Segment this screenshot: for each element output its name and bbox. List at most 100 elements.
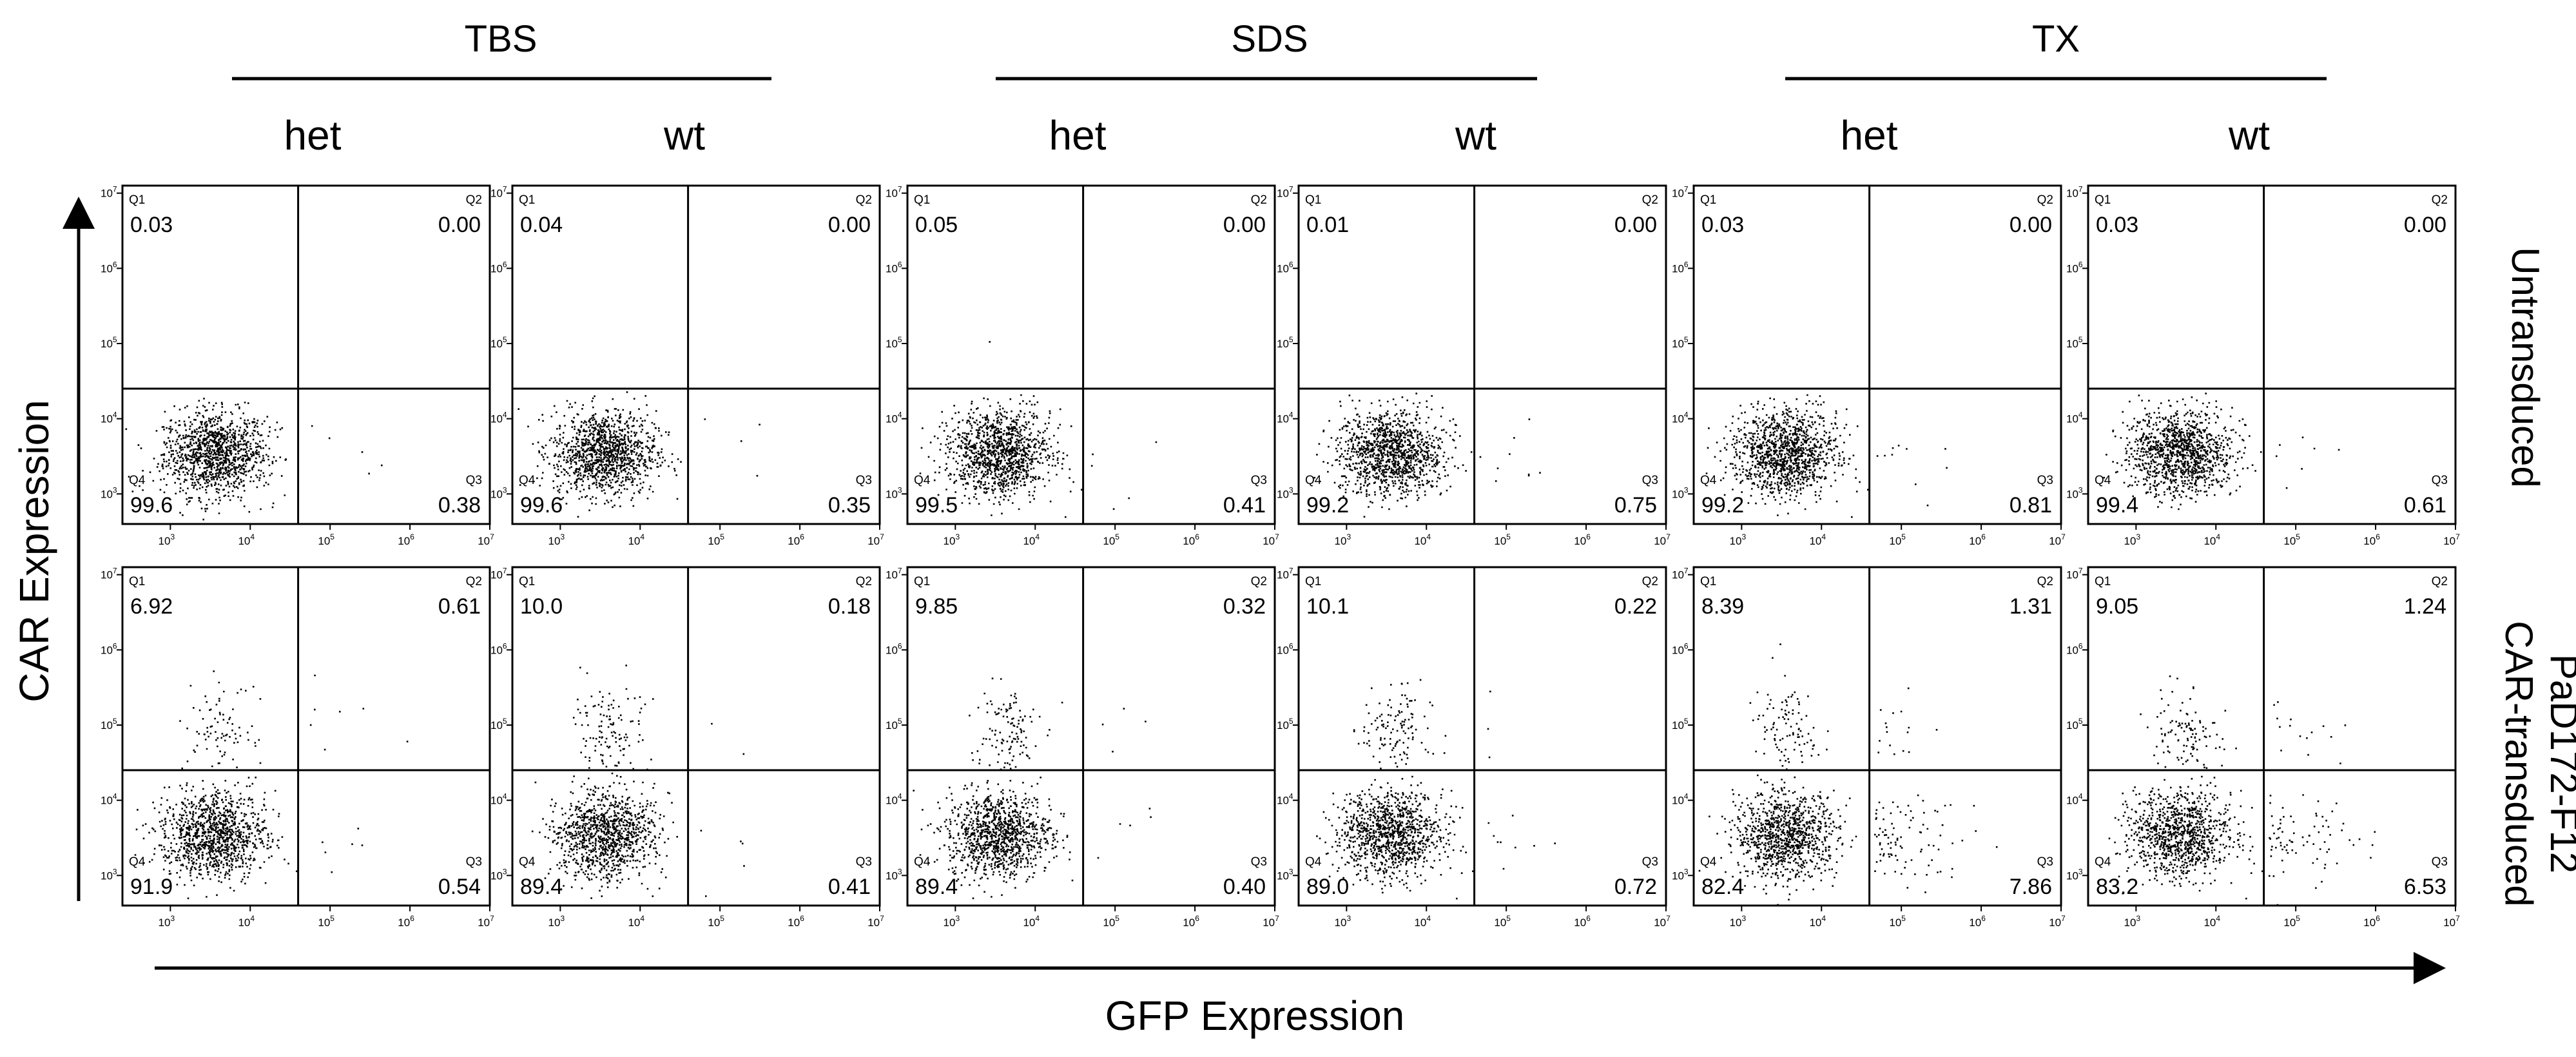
column-title-sds-het: het — [1049, 112, 1107, 159]
quadrant-label-q4: Q4 — [1305, 474, 1322, 487]
x-tick-exponent: 3 — [170, 532, 175, 541]
y-tick-label: 103 — [2066, 485, 2083, 500]
x-tick-label: 107 — [478, 532, 494, 547]
x-tick-label: 105 — [318, 532, 334, 547]
quadrant-value-q3: 0.61 — [2404, 493, 2446, 518]
plot-frame — [1692, 566, 2062, 907]
x-tick-exponent: 3 — [170, 914, 175, 923]
y-tick-exponent: 5 — [503, 717, 507, 726]
quadrant-label-q2: Q2 — [2037, 575, 2053, 588]
quadrant-value-q1: 10.0 — [520, 594, 563, 619]
x-tick-exponent: 5 — [330, 914, 334, 923]
quadrant-value-q1: 0.03 — [2096, 213, 2138, 237]
quadrant-value-q1: 0.04 — [520, 213, 563, 237]
panel-tx-wt-row2: Q1 Q2 Q3 Q4 9.05 1.24 6.53 83.2 103 104 105 106 107 1… — [2066, 566, 2460, 929]
x-tick-exponent: 4 — [1426, 532, 1431, 541]
panel-tx-het-row2: Q1 Q2 Q3 Q4 8.39 1.31 7.86 82.4 103 104 105 106 107 1… — [1672, 566, 2066, 929]
scatter-dots — [1698, 643, 1998, 906]
quadrant-label-q4: Q4 — [2095, 855, 2111, 869]
quadrant-value-q3: 0.35 — [828, 493, 871, 518]
x-tick-exponent: 6 — [2376, 532, 2380, 541]
quadrant-label-q4: Q4 — [1700, 855, 1717, 869]
y-tick-label: 103 — [2066, 867, 2083, 882]
x-tick-label: 105 — [2283, 532, 2300, 547]
y-tick-exponent: 7 — [2078, 567, 2083, 576]
column-title-tx-het: het — [1841, 112, 1898, 159]
y-tick-label: 104 — [886, 411, 902, 425]
panel-sds-het-row2: Q1 Q2 Q3 Q4 9.85 0.32 0.40 89.4 103 104 105 106 107 1… — [886, 566, 1279, 929]
quadrant-value-q3: 0.81 — [2009, 493, 2052, 518]
quadrant-value-q3: 0.40 — [1223, 875, 1266, 899]
x-tick-label: 104 — [628, 914, 644, 929]
x-tick-exponent: 7 — [2061, 532, 2066, 541]
quadrant-label-q2: Q2 — [1642, 575, 1658, 588]
quadrant-label-q1: Q1 — [129, 193, 145, 207]
x-tick-label: 103 — [2124, 914, 2141, 929]
x-tick-exponent: 3 — [1741, 914, 1746, 923]
quadrant-value-q1: 8.39 — [1701, 594, 1744, 619]
x-tick-label: 104 — [1809, 532, 1826, 547]
x-tick-label: 103 — [548, 914, 565, 929]
quadrant-value-q1: 0.03 — [1701, 213, 1744, 237]
x-tick-label: 106 — [1574, 532, 1591, 547]
y-tick-label: 106 — [1672, 260, 1689, 275]
x-tick-label: 104 — [1414, 532, 1431, 547]
y-tick-exponent: 7 — [1684, 185, 1689, 194]
scatter-dots — [1316, 679, 1556, 900]
y-tick-label: 106 — [101, 260, 117, 275]
column-title-tbs-wt: wt — [663, 112, 705, 159]
x-tick-label: 106 — [1183, 914, 1199, 929]
y-tick-label: 104 — [2066, 411, 2083, 425]
quadrant-label-q1: Q1 — [914, 193, 930, 207]
y-tick-label: 106 — [490, 641, 507, 656]
quadrant-value-q4: 82.4 — [1701, 875, 1744, 899]
panel-tbs-het-row1: Q1 Q2 Q3 Q4 0.03 0.00 0.38 99.6 103 104 105 106 107 1… — [101, 184, 494, 547]
quadrant-value-q3: 0.41 — [828, 875, 871, 899]
y-tick-exponent: 7 — [503, 567, 507, 576]
x-tick-exponent: 4 — [1035, 914, 1040, 923]
y-tick-label: 106 — [490, 260, 507, 275]
quadrant-value-q2: 0.18 — [828, 594, 871, 619]
quadrant-value-q4: 91.9 — [130, 875, 173, 899]
x-tick-label: 105 — [708, 532, 724, 547]
y-tick-label: 103 — [490, 867, 507, 882]
x-tick-exponent: 6 — [410, 914, 414, 923]
quadrant-value-q1: 10.1 — [1306, 594, 1349, 619]
x-tick-exponent: 7 — [1666, 532, 1671, 541]
quadrant-value-q2: 0.00 — [1223, 213, 1266, 237]
quadrant-value-q1: 9.85 — [915, 594, 958, 619]
y-tick-exponent: 6 — [113, 641, 117, 650]
quadrant-value-q4: 99.5 — [915, 493, 958, 518]
x-tick-label: 106 — [788, 532, 804, 547]
y-tick-exponent: 3 — [113, 485, 117, 494]
y-tick-exponent: 3 — [2078, 867, 2083, 876]
y-tick-label: 104 — [101, 411, 117, 425]
y-tick-exponent: 3 — [1684, 867, 1689, 876]
quadrant-value-q4: 89.4 — [915, 875, 958, 899]
quadrant-value-q4: 83.2 — [2096, 875, 2138, 899]
panel-tbs-het-row2: Q1 Q2 Q3 Q4 6.92 0.61 0.54 91.9 103 104 105 106 107 1… — [101, 566, 494, 929]
x-tick-exponent: 3 — [560, 532, 565, 541]
x-tick-exponent: 7 — [490, 532, 494, 541]
x-tick-exponent: 7 — [880, 914, 884, 923]
quadrant-label-q3: Q3 — [1251, 474, 1267, 487]
y-tick-exponent: 7 — [898, 567, 902, 576]
y-tick-exponent: 5 — [1684, 335, 1689, 344]
y-tick-label: 106 — [1277, 260, 1293, 275]
x-tick-exponent: 3 — [1741, 532, 1746, 541]
x-tick-exponent: 5 — [720, 532, 724, 541]
y-tick-label: 103 — [1277, 867, 1293, 882]
x-tick-label: 106 — [1969, 532, 1986, 547]
quadrant-label-q2: Q2 — [856, 193, 872, 207]
x-tick-exponent: 3 — [1346, 532, 1351, 541]
row-label-pad172-f12: PaD172-F12 — [2542, 654, 2576, 873]
column-title-tx-wt: wt — [2228, 112, 2270, 159]
x-tick-exponent: 6 — [1195, 532, 1199, 541]
plot-frame — [2087, 184, 2457, 525]
y-tick-label: 106 — [1277, 641, 1293, 656]
y-tick-label: 103 — [1277, 485, 1293, 500]
x-tick-label: 106 — [788, 914, 804, 929]
y-tick-exponent: 4 — [898, 792, 902, 801]
x-tick-label: 103 — [159, 914, 175, 929]
quadrant-value-q1: 0.05 — [915, 213, 958, 237]
